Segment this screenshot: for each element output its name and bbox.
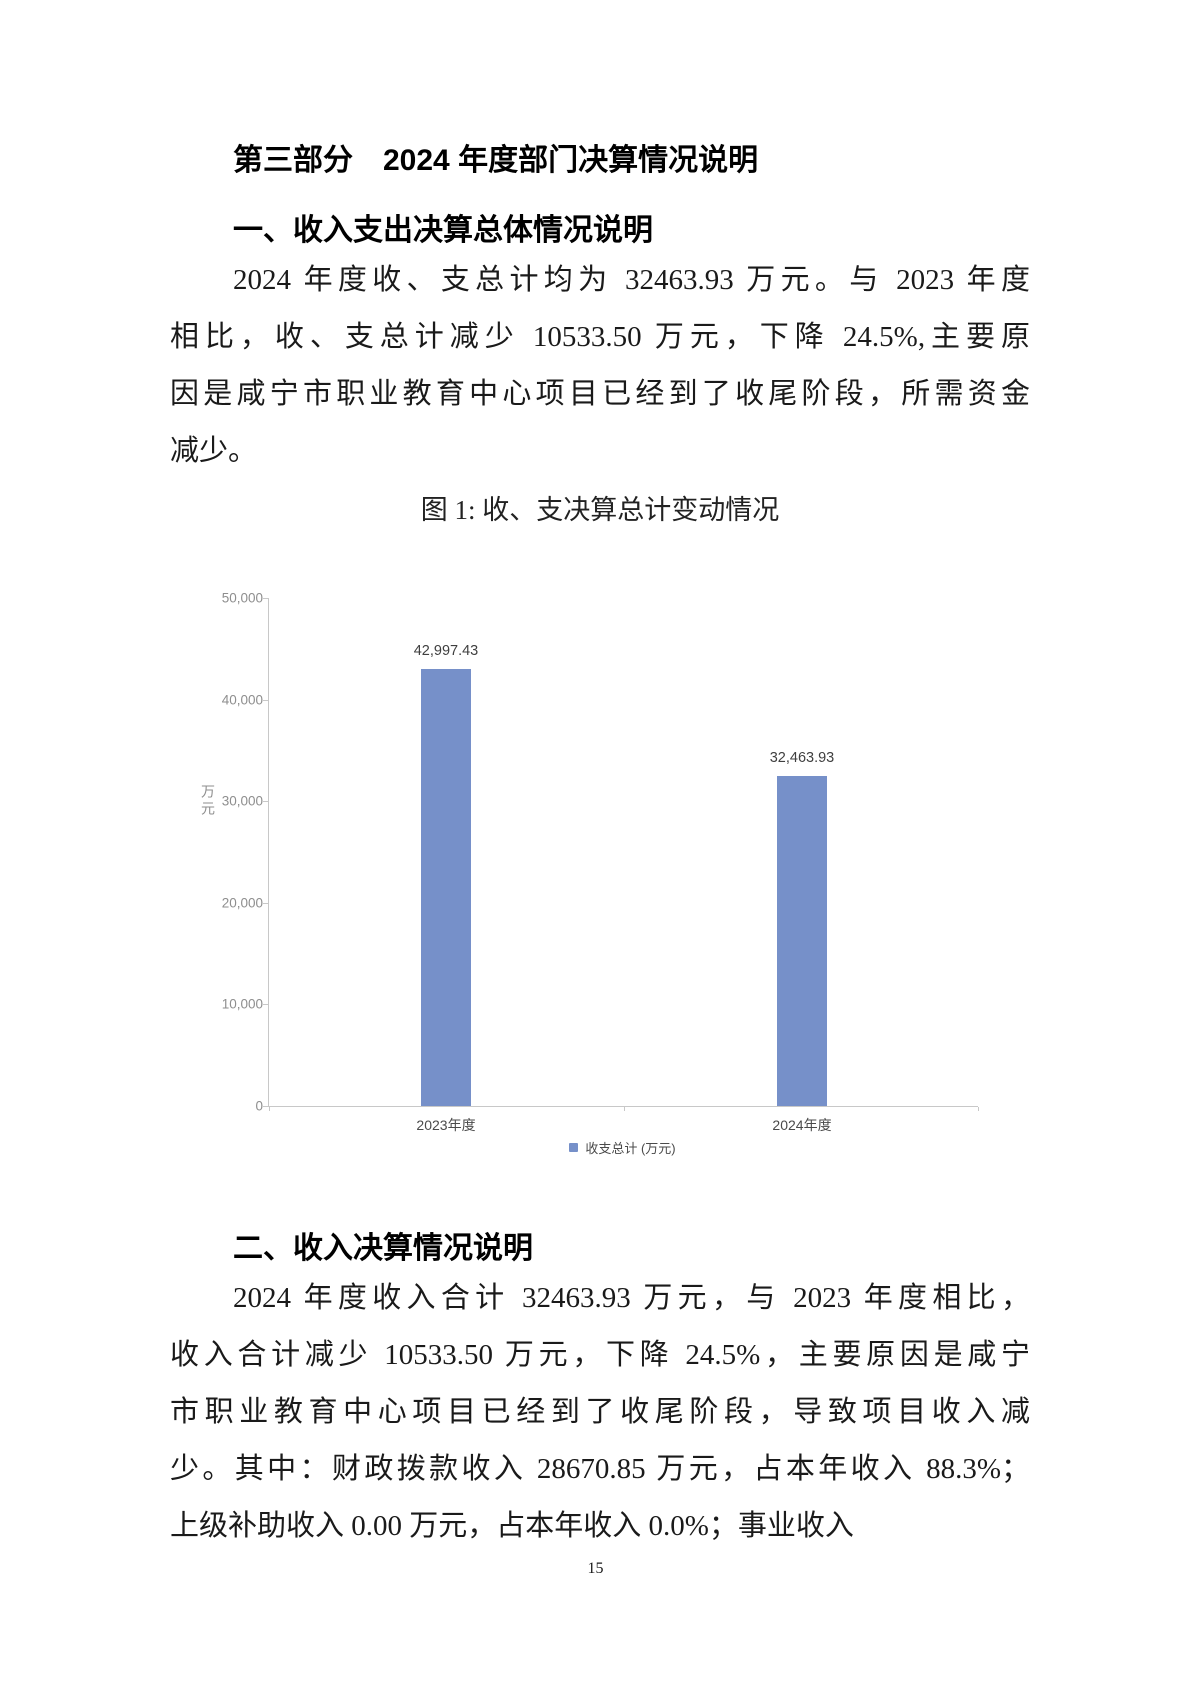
y-axis-title: 万元 xyxy=(200,784,216,818)
x-tick-label: 2024年度 xyxy=(772,1117,832,1133)
y-tick-label: 0 xyxy=(255,1098,263,1114)
figure-1-bar-chart: 万元 42,997.43 2023年度 32,463.93 2024年度 收支总计 (… xyxy=(170,542,1030,1190)
x-tick-label: 2023年度 xyxy=(416,1117,476,1133)
bar xyxy=(777,776,827,1106)
body-text-line: 少。其中：财政拨款收入 28670.85 万元，占本年收入 88.3%； xyxy=(170,1453,1030,1485)
body-text-line: 2024 年度收、支总计均为 32463.93 万元。与 2023 年度 xyxy=(233,264,1030,296)
section-2-paragraph: 2024 年度收入合计 32463.93 万元，与 2023 年度相比， 收入合计… xyxy=(170,1270,1030,1555)
page-number: 15 xyxy=(587,1560,604,1577)
legend-marker-icon xyxy=(569,1143,579,1152)
y-tick-label: 10,000 xyxy=(221,996,263,1012)
body-text-line: 收入合计减少 10533.50 万元，下降 24.5%，主要原因是咸宁 xyxy=(170,1339,1030,1371)
y-tick-label: 50,000 xyxy=(221,590,263,606)
body-text-line: 因是咸宁市职业教育中心项目已经到了收尾阶段，所需资金 xyxy=(170,378,1030,410)
section-1-paragraph: 2024 年度收、支总计均为 32463.93 万元。与 2023 年度相比，收… xyxy=(170,252,1030,480)
y-tick-mark xyxy=(263,1004,268,1005)
body-text-line: 2024 年度收入合计 32463.93 万元，与 2023 年度相比， xyxy=(233,1282,1030,1314)
body-text-line: 市职业教育中心项目已经到了收尾阶段，导致项目收入减 xyxy=(170,1396,1030,1428)
body-text-line: 相比，收、支总计减少 10533.50 万元，下降 24.5%,主要原 xyxy=(170,321,1030,353)
y-tick-label: 30,000 xyxy=(221,793,263,809)
y-tick-label: 40,000 xyxy=(221,692,263,708)
section-1-heading: 一、收入支出决算总体情况说明 xyxy=(233,214,653,247)
page-content: 第三部分 2024 年度部门决算情况说明 一、收入支出决算总体情况说明 2024… xyxy=(170,144,1030,1555)
y-tick-label: 20,000 xyxy=(221,895,263,911)
y-tick-mark xyxy=(263,1106,268,1107)
section-2-heading: 二、收入决算情况说明 xyxy=(233,1232,533,1265)
plot-area: 42,997.43 2023年度 32,463.93 2024年度 xyxy=(268,598,979,1133)
chart-legend: 收支总计 (万元) xyxy=(268,1138,977,1157)
bar xyxy=(421,669,471,1106)
figure-1-title: 图 1: 收、支决算总计变动情况 xyxy=(420,495,780,525)
legend-label: 收支总计 (万元) xyxy=(585,1141,676,1156)
y-tick-mark xyxy=(263,700,268,701)
y-tick-mark xyxy=(263,903,268,904)
bar-value-label: 32,463.93 xyxy=(769,750,835,766)
x-tick-mark xyxy=(623,1107,625,1111)
x-tick-mark xyxy=(269,1107,270,1111)
body-text-line: 减少。 xyxy=(170,435,258,467)
y-tick-mark xyxy=(263,801,268,802)
bar-value-label: 42,997.43 xyxy=(413,643,479,659)
x-tick-mark xyxy=(978,1107,979,1111)
body-text-line: 上级补助收入 0.00 万元，占本年收入 0.0%；事业收入 xyxy=(170,1510,854,1542)
document-title: 第三部分 2024 年度部门决算情况说明 xyxy=(233,144,759,177)
y-tick-mark xyxy=(263,598,268,599)
